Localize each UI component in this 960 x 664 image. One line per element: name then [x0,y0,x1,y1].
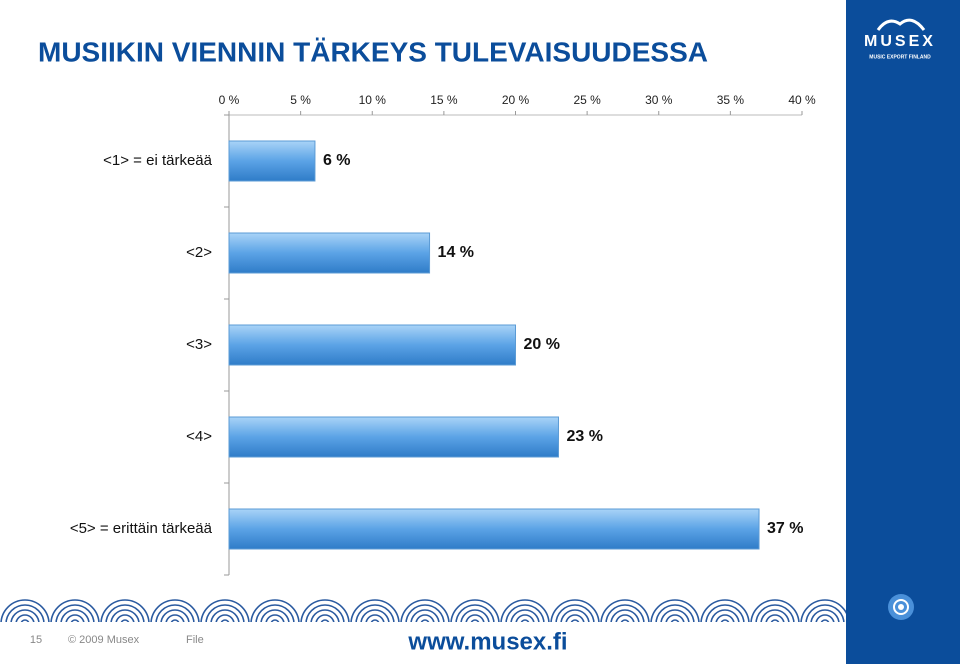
value-label: 14 % [438,244,474,261]
nav-icon-dot [898,604,904,610]
slide-title: MUSIIKIN VIENNIN TÄRKEYS TULEVAISUUDESSA [38,36,708,67]
y-tick-label: <3> [186,336,212,353]
x-tick-label: 25 % [573,93,601,107]
logo-mark [876,18,926,31]
x-tick-label: 35 % [717,93,745,107]
logo: MUSEX [864,33,936,50]
x-tick-label: 0 % [219,93,240,107]
y-tick-label: <2> [186,244,212,261]
url[interactable]: www.musex.fi [407,628,567,655]
bar [228,324,516,366]
x-tick-label: 10 % [359,93,387,107]
bar [228,140,316,182]
x-tick-label: 40 % [788,93,816,107]
y-tick-label: <5> = erittäin tärkeää [70,520,213,537]
nav-icon-ring [893,599,909,615]
bar [228,508,760,550]
value-label: 20 % [524,336,560,353]
bar [228,232,431,274]
x-tick-label: 20 % [502,93,530,107]
logo-subtitle: MUSIC EXPORT FINLAND [869,54,931,60]
value-label: 37 % [767,520,803,537]
x-tick-label: 15 % [430,93,458,107]
decor-band [0,596,846,622]
y-tick-label: <1> = ei tärkeää [103,152,212,169]
side-panel [846,0,960,664]
y-tick-label: <4> [186,428,212,445]
x-tick-label: 30 % [645,93,673,107]
value-label: 23 % [566,428,602,445]
x-tick-label: 5 % [290,93,311,107]
value-label: 6 % [323,152,351,169]
file: File [186,634,204,646]
bar [228,416,559,458]
copyright: © 2009 Musex [68,634,140,646]
page-number: 15 [30,634,42,646]
